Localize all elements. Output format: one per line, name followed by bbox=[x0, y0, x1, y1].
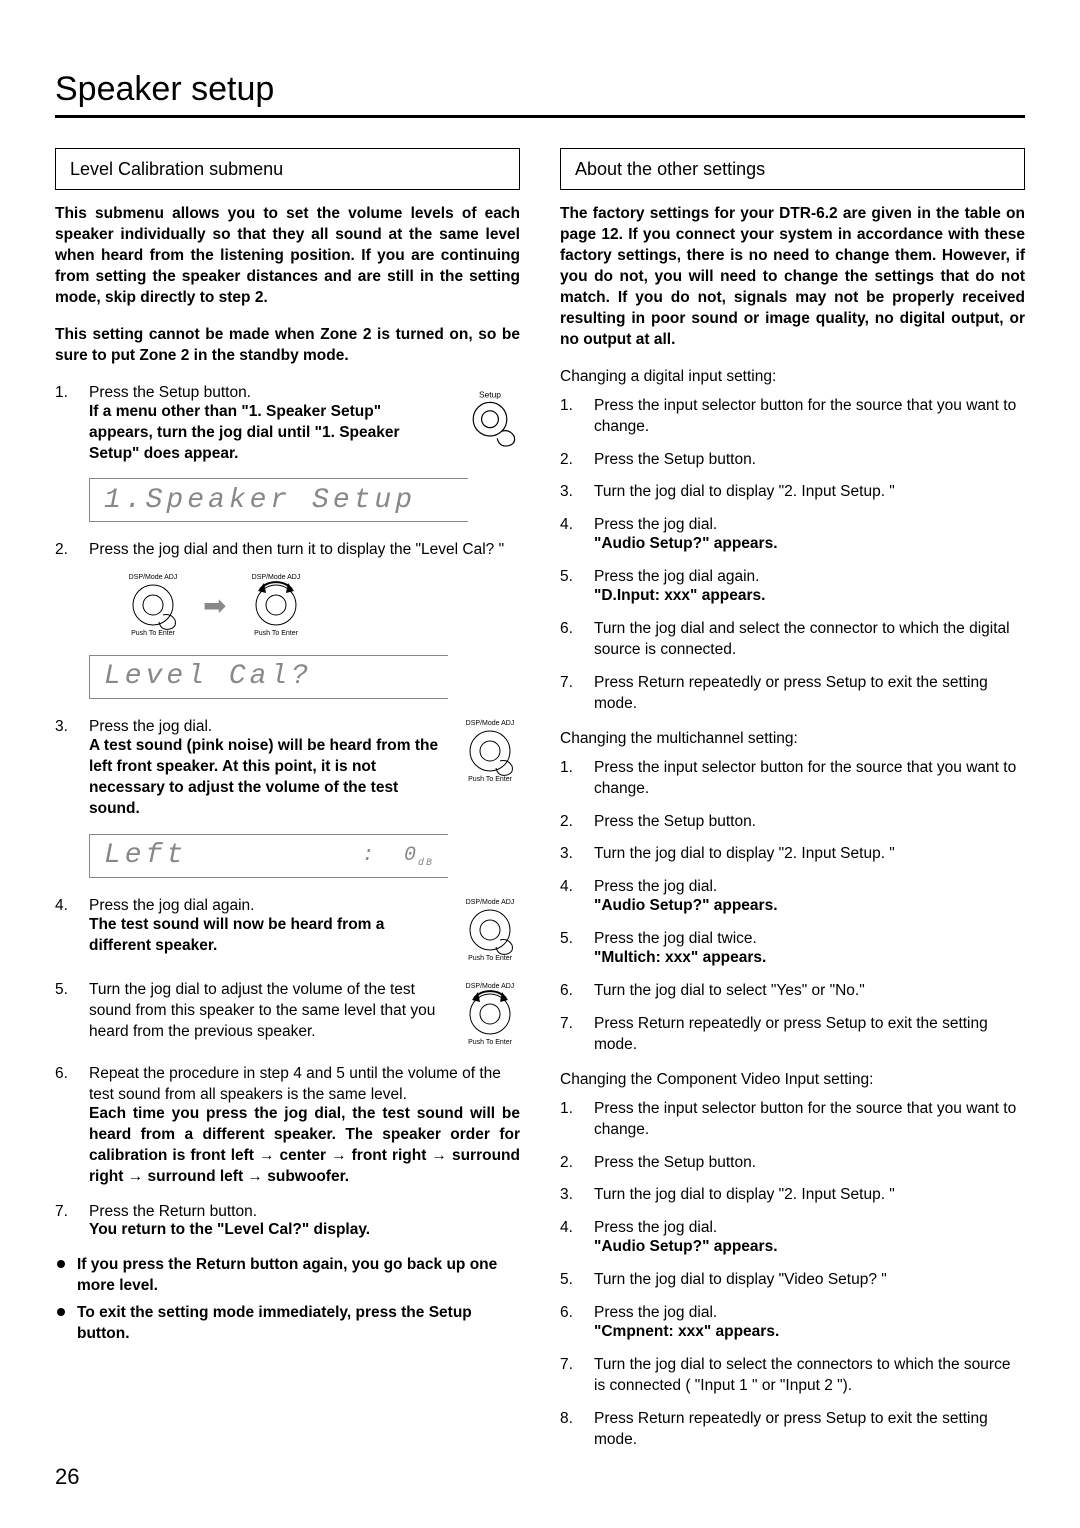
r-c3: 3.Turn the jog dial to display "2. Input… bbox=[560, 1185, 1025, 1206]
left-intro-2: This setting cannot be made when Zone 2 … bbox=[55, 325, 520, 367]
step-5-text: Turn the jog dial to adjust the volume o… bbox=[89, 980, 448, 1043]
r-a6: 6.Turn the jog dial and select the conne… bbox=[560, 619, 1025, 661]
dial-turn-icon bbox=[246, 571, 306, 641]
step-4: 4. Press the jog dial again. The test so… bbox=[55, 896, 520, 966]
lcd-display-2: Level Cal? bbox=[89, 655, 448, 699]
page-title: Speaker setup bbox=[55, 70, 1025, 109]
step-6-sub: Each time you press the jog dial, the te… bbox=[89, 1104, 520, 1188]
r-a3: 3.Turn the jog dial to display "2. Input… bbox=[560, 482, 1025, 503]
step-2-text: Press the jog dial and then turn it to d… bbox=[89, 540, 520, 561]
subhead-multichannel: Changing the multichannel setting: bbox=[560, 729, 1025, 750]
r-b7: 7.Press Return repeatedly or press Setup… bbox=[560, 1014, 1025, 1056]
note-1: If you press the Return button again, yo… bbox=[55, 1255, 520, 1297]
r-b1: 1.Press the input selector button for th… bbox=[560, 758, 1025, 800]
page-number: 26 bbox=[55, 1464, 79, 1490]
step-7-text: Press the Return button. bbox=[89, 1202, 520, 1223]
r-b5: 5.Press the jog dial twice."Multich: xxx… bbox=[560, 929, 1025, 969]
right-intro: The factory settings for your DTR-6.2 ar… bbox=[560, 204, 1025, 350]
setup-button-icon: Setup bbox=[460, 383, 520, 453]
r-c2: 2.Press the Setup button. bbox=[560, 1153, 1025, 1174]
step-4-text: Press the jog dial again. bbox=[89, 896, 448, 917]
r-a4: 4.Press the jog dial."Audio Setup?" appe… bbox=[560, 515, 1025, 555]
r-b6: 6.Turn the jog dial to select "Yes" or "… bbox=[560, 981, 1025, 1002]
dial-press-icon bbox=[460, 717, 520, 787]
r-c8: 8.Press Return repeatedly or press Setup… bbox=[560, 1409, 1025, 1451]
dial-press-icon bbox=[123, 571, 183, 641]
section-box-left: Level Calibration submenu bbox=[55, 148, 520, 190]
r-b3: 3.Turn the jog dial to display "2. Input… bbox=[560, 844, 1025, 865]
step-3-text: Press the jog dial. bbox=[89, 717, 448, 738]
section-box-right: About the other settings bbox=[560, 148, 1025, 190]
step-5: 5. Turn the jog dial to adjust the volum… bbox=[55, 980, 520, 1050]
step-3-sub: A test sound (pink noise) will be heard … bbox=[89, 736, 448, 820]
dial-press-icon bbox=[460, 896, 520, 966]
arrow-icon: ➡ bbox=[203, 587, 226, 625]
step-1-sub: If a menu other than "1. Speaker Setup" … bbox=[89, 402, 448, 465]
left-intro-1: This submenu allows you to set the volum… bbox=[55, 204, 520, 309]
step-7: 7. Press the Return button. You return t… bbox=[55, 1202, 520, 1242]
step-1-text: Press the Setup button. bbox=[89, 383, 448, 404]
r-a5: 5.Press the jog dial again."D.Input: xxx… bbox=[560, 567, 1025, 607]
subhead-component: Changing the Component Video Input setti… bbox=[560, 1070, 1025, 1091]
step-6: 6. Repeat the procedure in step 4 and 5 … bbox=[55, 1064, 520, 1188]
r-b2: 2.Press the Setup button. bbox=[560, 812, 1025, 833]
step-4-sub: The test sound will now be heard from a … bbox=[89, 915, 448, 957]
step-3: 3. Press the jog dial. A test sound (pin… bbox=[55, 717, 520, 820]
r-a2: 2.Press the Setup button. bbox=[560, 450, 1025, 471]
left-column: Level Calibration submenu This submenu a… bbox=[55, 148, 520, 1465]
subhead-digital: Changing a digital input setting: bbox=[560, 367, 1025, 388]
svg-text:Setup: Setup bbox=[479, 389, 501, 399]
dial-turn-icon bbox=[460, 980, 520, 1050]
lcd-display-1: 1.Speaker Setup bbox=[89, 478, 468, 522]
r-b4: 4.Press the jog dial."Audio Setup?" appe… bbox=[560, 877, 1025, 917]
step-7-sub: You return to the "Level Cal?" display. bbox=[89, 1220, 520, 1241]
note-2: To exit the setting mode immediately, pr… bbox=[55, 1303, 520, 1345]
r-c4: 4.Press the jog dial."Audio Setup?" appe… bbox=[560, 1218, 1025, 1258]
r-c5: 5.Turn the jog dial to display "Video Se… bbox=[560, 1270, 1025, 1291]
r-c6: 6.Press the jog dial."Cmpnent: xxx" appe… bbox=[560, 1303, 1025, 1343]
r-c1: 1.Press the input selector button for th… bbox=[560, 1099, 1025, 1141]
r-c7: 7.Turn the jog dial to select the connec… bbox=[560, 1355, 1025, 1397]
title-rule bbox=[55, 115, 1025, 118]
step-1: 1. Press the Setup button. If a menu oth… bbox=[55, 383, 520, 465]
step-6-text: Repeat the procedure in step 4 and 5 unt… bbox=[89, 1064, 520, 1106]
step-2: 2. Press the jog dial and then turn it t… bbox=[55, 540, 520, 641]
lcd-display-3: Left : 0dB bbox=[89, 834, 448, 878]
r-a7: 7.Press Return repeatedly or press Setup… bbox=[560, 673, 1025, 715]
r-a1: 1.Press the input selector button for th… bbox=[560, 396, 1025, 438]
right-column: About the other settings The factory set… bbox=[560, 148, 1025, 1465]
